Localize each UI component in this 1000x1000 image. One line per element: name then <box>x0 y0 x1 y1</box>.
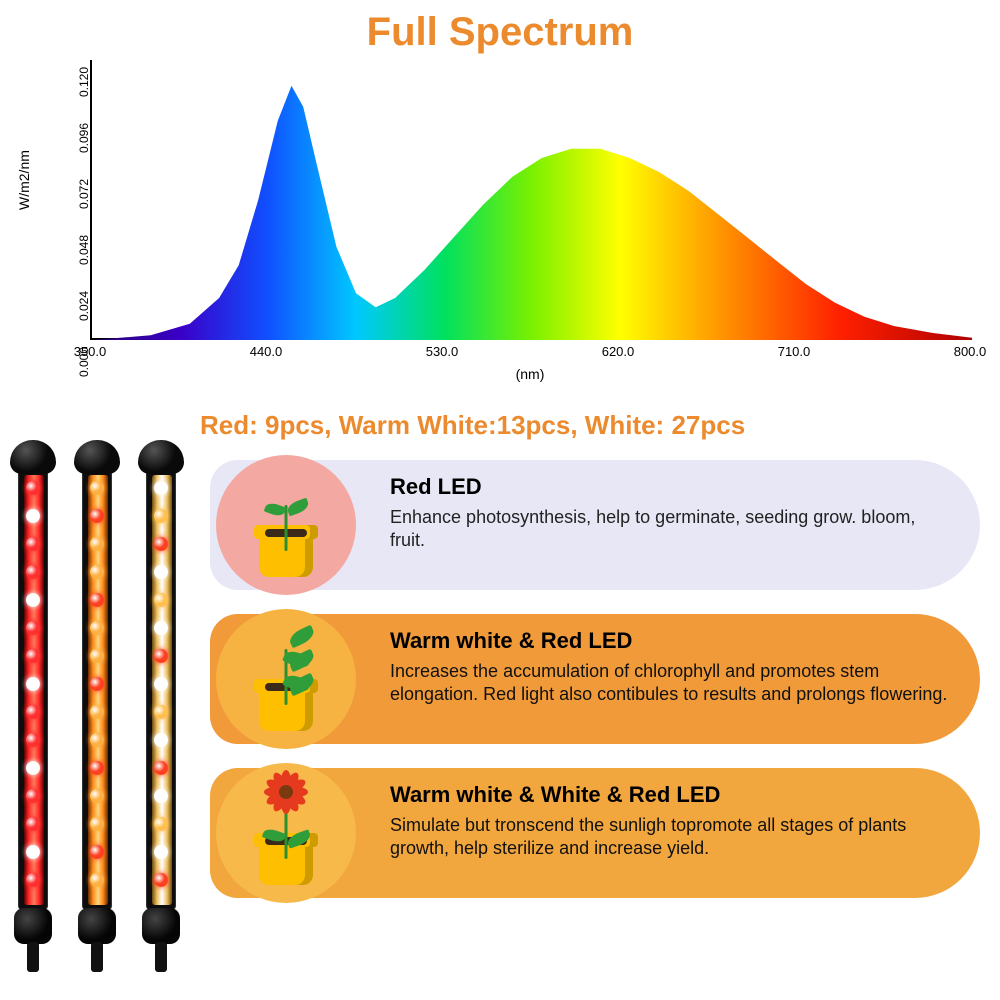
led-dot <box>26 761 40 775</box>
led-dot <box>154 593 168 607</box>
y-tick: 0.024 <box>77 291 91 321</box>
card-body: Increases the accumulation of chlorophyl… <box>390 660 954 707</box>
y-tick: 0.048 <box>77 235 91 265</box>
led-dot <box>90 845 104 859</box>
plant-icon <box>216 763 356 903</box>
x-axis-label: (nm) <box>90 366 970 382</box>
info-card: Red LED Enhance photosynthesis, help to g… <box>210 460 980 590</box>
y-tick: 0.072 <box>77 179 91 209</box>
card-title: Red LED <box>390 474 954 500</box>
card-title: Warm white & Red LED <box>390 628 954 654</box>
led-dot <box>154 873 168 887</box>
page-title: Full Spectrum <box>0 0 1000 55</box>
led-dot <box>154 789 168 803</box>
led-dot <box>26 817 40 831</box>
led-dot <box>90 817 104 831</box>
x-tick: 530.0 <box>426 344 459 359</box>
led-dot <box>154 649 168 663</box>
led-dot <box>154 733 168 747</box>
led-dot <box>90 537 104 551</box>
x-tick: 440.0 <box>250 344 283 359</box>
info-card: Warm white & Red LED Increases the accumu… <box>210 614 980 744</box>
spectrum-chart: W/m2/nm 0.0000.0240.0480.0720.0960.120 3… <box>28 60 978 390</box>
led-dot <box>26 845 40 859</box>
y-axis-label: W/m2/nm <box>16 150 32 210</box>
led-dot <box>90 789 104 803</box>
led-dot <box>154 565 168 579</box>
plant-icon <box>216 455 356 595</box>
y-tick: 0.120 <box>77 67 91 97</box>
led-dot <box>90 481 104 495</box>
led-dot <box>26 677 40 691</box>
led-dot <box>90 649 104 663</box>
led-dot <box>90 509 104 523</box>
led-dot <box>26 481 40 495</box>
led-dot <box>90 565 104 579</box>
led-dot <box>26 789 40 803</box>
led-dot <box>154 509 168 523</box>
led-dot <box>154 761 168 775</box>
card-body: Simulate but tronscend the sunligh topro… <box>390 814 954 861</box>
led-dot <box>90 761 104 775</box>
y-axis-ticks: 0.0000.0240.0480.0720.0960.120 <box>46 60 88 340</box>
led-dot <box>154 817 168 831</box>
x-tick: 620.0 <box>602 344 635 359</box>
x-axis-ticks: 350.0440.0530.0620.0710.0800.0 <box>90 344 970 364</box>
white-mix-tube <box>138 440 184 980</box>
info-cards: Red LED Enhance photosynthesis, help to g… <box>210 460 990 922</box>
y-tick: 0.096 <box>77 123 91 153</box>
led-dot <box>26 621 40 635</box>
warm-red-tube <box>74 440 120 980</box>
led-dot <box>90 873 104 887</box>
led-dot <box>26 537 40 551</box>
x-tick: 710.0 <box>778 344 811 359</box>
led-dot <box>154 621 168 635</box>
plant-icon <box>216 609 356 749</box>
led-dot <box>90 677 104 691</box>
info-card: Warm white & White & Red LED Simulate but… <box>210 768 980 898</box>
led-count-summary: Red: 9pcs, Warm White:13pcs, White: 27pc… <box>200 410 745 441</box>
led-dot <box>154 845 168 859</box>
led-tubes-group <box>10 440 200 990</box>
led-dot <box>26 873 40 887</box>
chart-plot-area <box>90 60 970 340</box>
led-dot <box>26 565 40 579</box>
x-tick: 350.0 <box>74 344 107 359</box>
led-dot <box>154 705 168 719</box>
led-dot <box>154 677 168 691</box>
led-dot <box>90 705 104 719</box>
card-title: Warm white & White & Red LED <box>390 782 954 808</box>
led-dot <box>90 733 104 747</box>
led-dot <box>26 593 40 607</box>
card-body: Enhance photosynthesis, help to germinat… <box>390 506 954 553</box>
led-dot <box>154 481 168 495</box>
red-tube <box>10 440 56 980</box>
x-tick: 800.0 <box>954 344 987 359</box>
led-dot <box>154 537 168 551</box>
led-dot <box>90 593 104 607</box>
led-dot <box>26 705 40 719</box>
led-dot <box>26 733 40 747</box>
led-dot <box>26 509 40 523</box>
led-dot <box>26 649 40 663</box>
led-dot <box>90 621 104 635</box>
